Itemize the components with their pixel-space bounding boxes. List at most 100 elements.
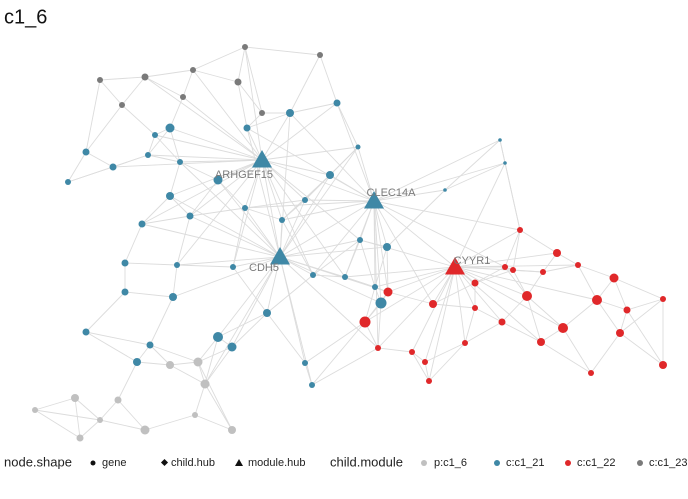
gene-node [243,124,251,132]
edge [124,291,174,298]
legend-key [421,460,427,466]
edge [99,399,119,421]
edge [311,347,379,386]
edge [85,79,101,153]
edge [373,200,379,349]
edge [124,223,143,264]
edge [454,266,466,344]
edge [204,256,281,385]
gene-node [522,291,532,301]
edge [373,139,501,202]
edge [182,96,263,161]
edge [189,159,263,217]
edge [281,200,375,221]
gene-node [375,297,387,309]
edge [377,347,413,353]
gene-node [242,44,248,50]
edge [99,419,146,431]
edge [169,364,206,385]
gene-node [502,264,508,270]
gene-node [426,378,432,384]
gene-node [82,328,90,336]
edge [279,256,389,293]
edge [373,200,456,268]
edge [626,309,664,366]
gene-node [575,262,581,268]
edge [373,200,434,305]
edge [154,134,181,163]
gene-node [326,171,334,179]
edge [619,298,664,334]
gene-node [309,382,315,388]
edge [526,295,542,343]
edge [577,264,615,279]
edge [501,295,528,323]
gene-node [227,342,237,352]
edge [562,327,592,374]
edge [141,195,171,225]
edge [464,321,503,344]
edge [192,69,263,161]
edge [112,159,263,168]
legend-child-hub-key [160,458,169,467]
legend-gene-key [90,460,96,466]
edge [279,239,361,258]
edge [279,256,379,349]
edge [149,344,171,366]
gene-node [592,295,602,305]
edge [556,252,579,266]
edge [266,274,314,314]
edge [34,409,81,439]
edge [261,159,283,221]
edge [373,200,389,293]
edge [454,266,544,273]
hub-label: CYYR1 [454,255,491,267]
gene-node [498,318,506,326]
edge [428,342,466,382]
gene-node [422,359,428,365]
legend-item: c:c1_23 [649,457,688,469]
edge [99,76,146,81]
gene-node [609,273,619,283]
edge [336,102,375,202]
edge [261,159,331,176]
gene-node [302,360,308,366]
edge [192,46,246,71]
edge [454,266,564,329]
edge [261,159,375,202]
edge [237,81,263,114]
edge [34,397,76,411]
gene-node [140,425,150,435]
gene-node [660,296,666,302]
edge [444,139,501,191]
edge [359,239,456,268]
gene-node [383,243,391,251]
edge [204,336,219,385]
legend: node.shape gene child.hub module.hub chi… [4,454,688,469]
edge [217,179,246,209]
gene-node [121,288,129,296]
edge [281,199,306,221]
edge [432,303,476,309]
gene-node [616,329,624,337]
edge [34,409,101,421]
legend-module-hub-key [235,459,243,466]
edge [147,127,171,156]
edge [141,223,281,258]
module-hub-node [252,150,272,168]
gene-node [659,361,667,369]
legend-item: c:c1_22 [577,457,616,469]
nodes: ARHGEF15 CLEC14A CDH5 CYYR1 [32,44,667,442]
edge [179,161,281,258]
gene-node [32,407,38,413]
edge [169,361,199,366]
module-hub-node [364,191,384,209]
edge [540,341,592,374]
edge [244,46,263,161]
edge [590,332,621,374]
edge [67,151,87,183]
gene-node [510,267,516,273]
edge [386,246,389,293]
gene-node [119,102,125,108]
edge [261,146,359,161]
